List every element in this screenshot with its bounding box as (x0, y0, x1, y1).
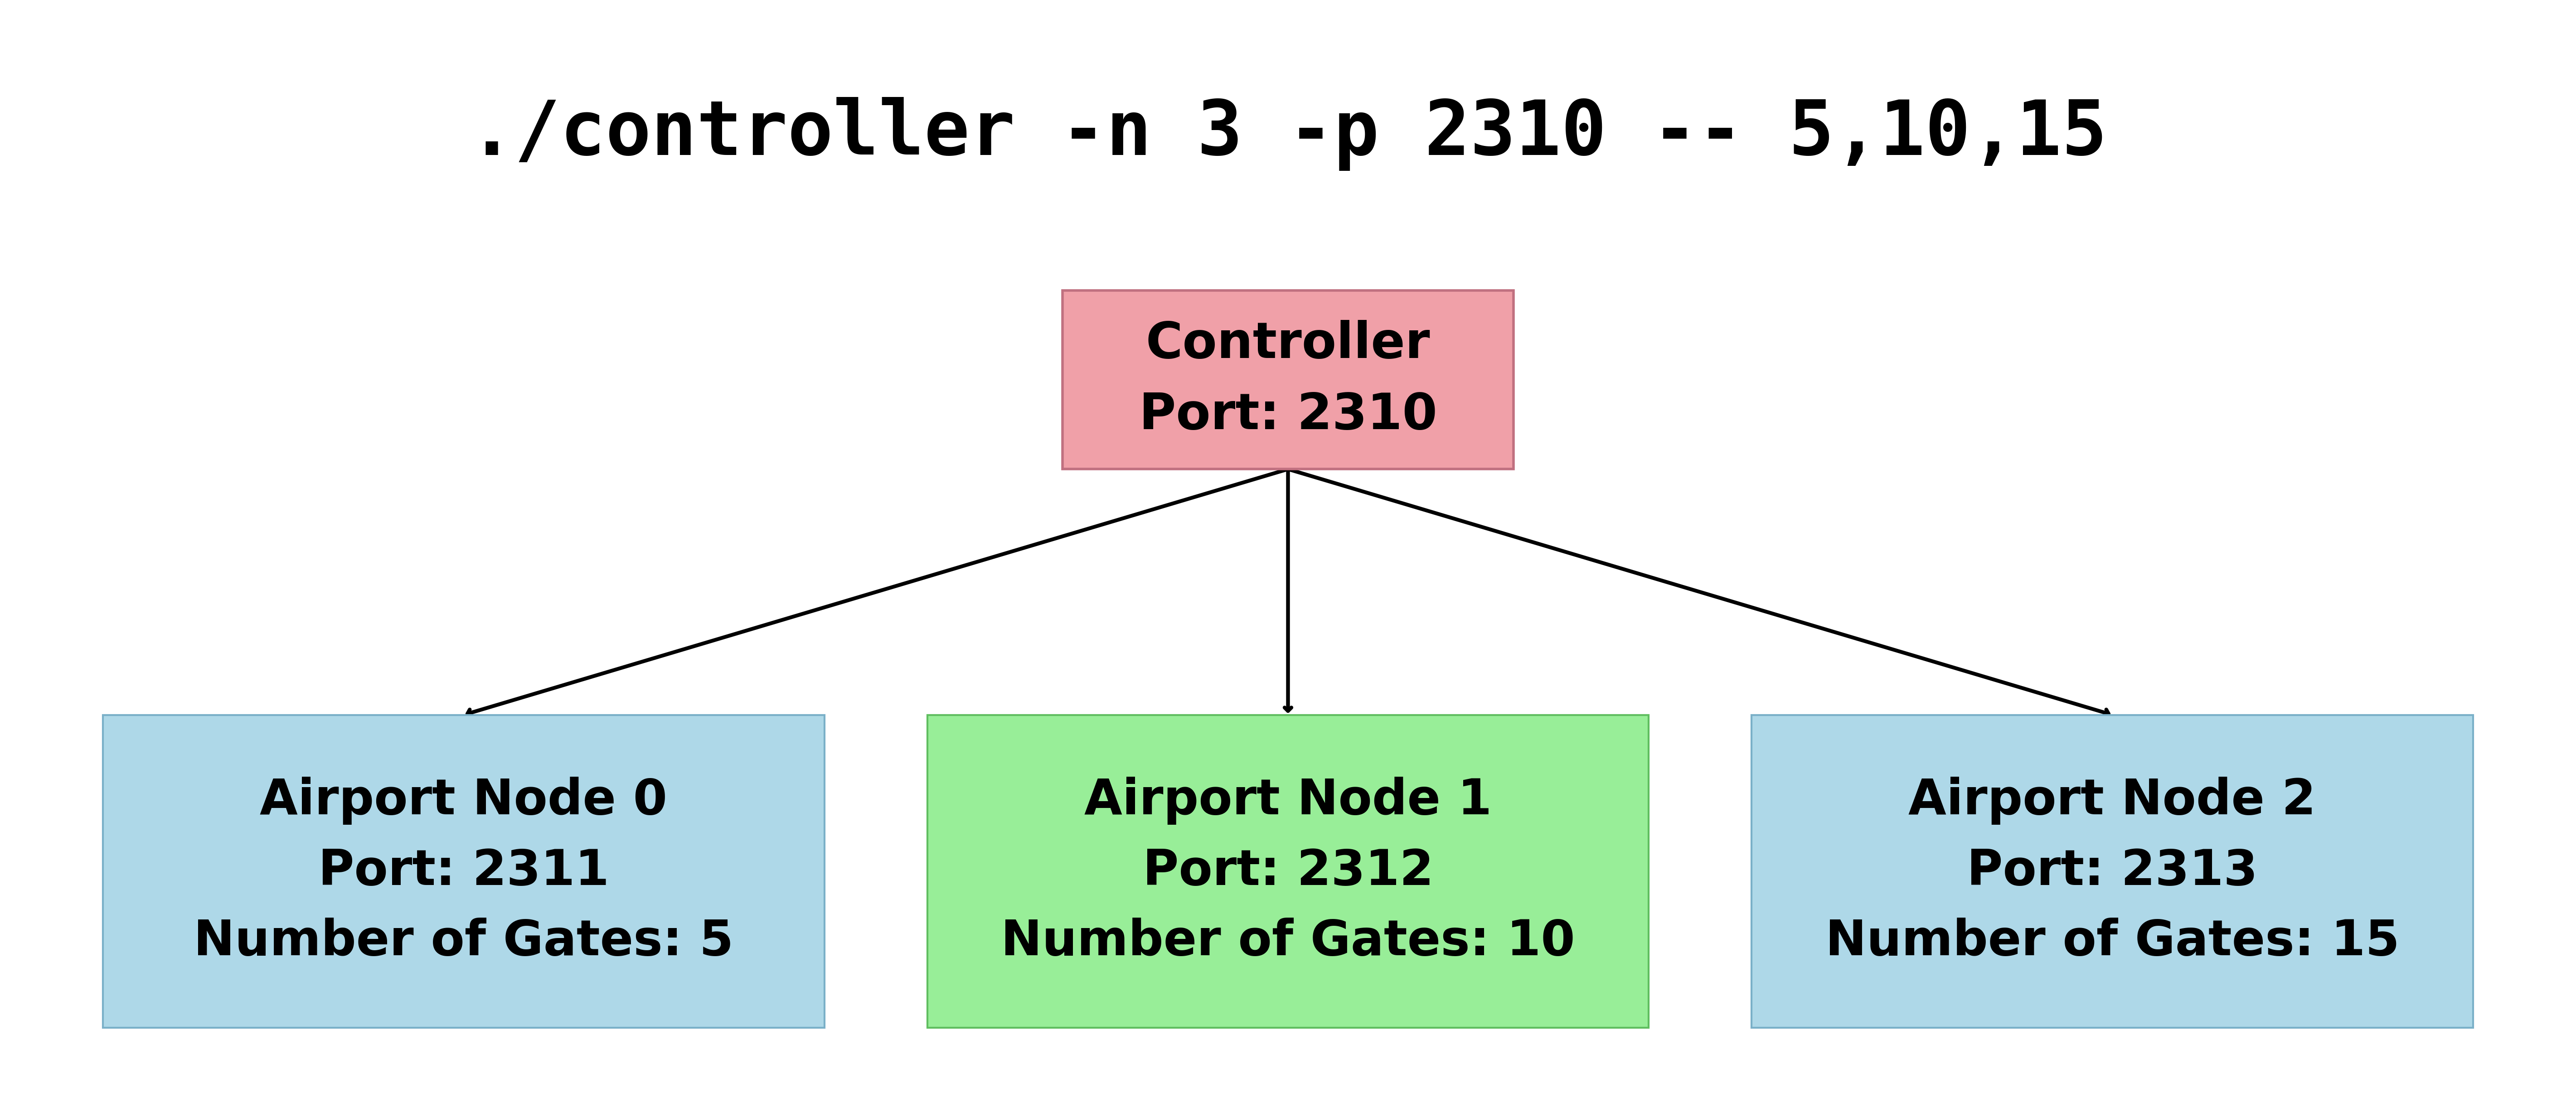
Text: Airport Node 2
Port: 2313
Number of Gates: 15: Airport Node 2 Port: 2313 Number of Gate… (1826, 776, 2398, 966)
FancyBboxPatch shape (1752, 715, 2473, 1028)
Text: Airport Node 1
Port: 2312
Number of Gates: 10: Airport Node 1 Port: 2312 Number of Gate… (1002, 776, 1574, 966)
FancyBboxPatch shape (1061, 290, 1512, 469)
Text: Controller
Port: 2310: Controller Port: 2310 (1139, 319, 1437, 440)
FancyBboxPatch shape (103, 715, 824, 1028)
Text: Airport Node 0
Port: 2311
Number of Gates: 5: Airport Node 0 Port: 2311 Number of Gate… (193, 776, 734, 966)
Text: ./controller -n 3 -p 2310 -- 5,10,15: ./controller -n 3 -p 2310 -- 5,10,15 (469, 97, 2107, 171)
FancyBboxPatch shape (927, 715, 1649, 1028)
